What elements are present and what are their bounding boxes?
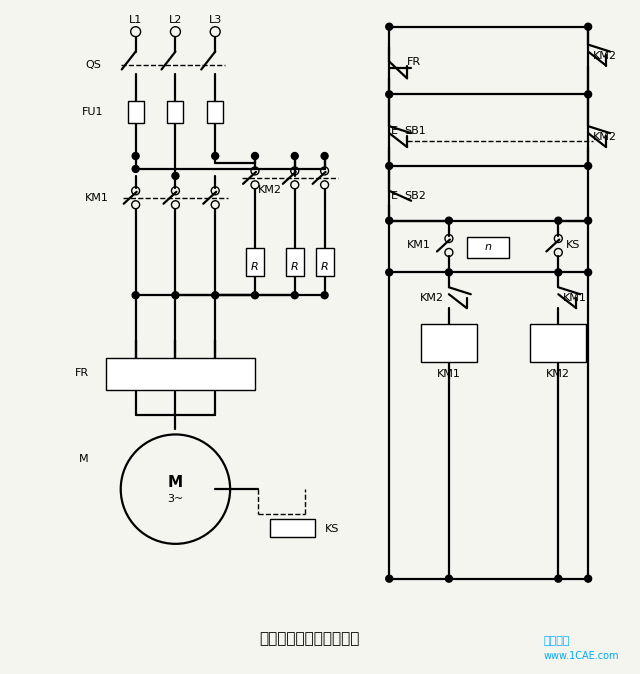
Text: KM2: KM2 xyxy=(593,132,617,142)
Text: KS: KS xyxy=(566,239,580,249)
Text: KM1: KM1 xyxy=(407,239,431,249)
Text: KM1: KM1 xyxy=(437,369,461,379)
Bar xyxy=(168,101,184,123)
Circle shape xyxy=(445,269,452,276)
Circle shape xyxy=(212,152,219,160)
Text: FR: FR xyxy=(407,57,421,67)
Circle shape xyxy=(585,575,591,582)
Circle shape xyxy=(585,162,591,169)
Circle shape xyxy=(445,217,452,224)
Text: 单向反接制动的控制线路: 单向反接制动的控制线路 xyxy=(259,631,360,646)
Text: 3~: 3~ xyxy=(167,494,184,504)
Circle shape xyxy=(445,575,452,582)
Circle shape xyxy=(252,152,259,160)
Circle shape xyxy=(555,575,562,582)
Text: M: M xyxy=(79,454,89,464)
Text: FU1: FU1 xyxy=(83,107,104,117)
Circle shape xyxy=(321,152,328,160)
Text: KM1: KM1 xyxy=(85,193,109,203)
Circle shape xyxy=(291,292,298,299)
Text: L3: L3 xyxy=(209,15,222,25)
Text: KM2: KM2 xyxy=(420,293,444,303)
Circle shape xyxy=(172,292,179,299)
Circle shape xyxy=(321,292,328,299)
Text: L2: L2 xyxy=(169,15,182,25)
Bar xyxy=(316,249,333,276)
Circle shape xyxy=(386,575,393,582)
Bar xyxy=(286,249,304,276)
Bar xyxy=(421,324,477,362)
Text: M: M xyxy=(168,474,183,490)
Text: www.1CAE.com: www.1CAE.com xyxy=(543,651,619,661)
Circle shape xyxy=(585,91,591,98)
Text: n: n xyxy=(484,243,491,253)
Bar xyxy=(467,237,509,258)
Circle shape xyxy=(132,165,139,173)
Circle shape xyxy=(386,217,393,224)
Circle shape xyxy=(386,23,393,30)
Text: FR: FR xyxy=(75,368,89,378)
Circle shape xyxy=(132,152,139,160)
Bar xyxy=(128,101,143,123)
Text: L1: L1 xyxy=(129,15,142,25)
Bar xyxy=(246,249,264,276)
Circle shape xyxy=(252,292,259,299)
Circle shape xyxy=(386,162,393,169)
Circle shape xyxy=(585,269,591,276)
Text: KS: KS xyxy=(324,524,339,534)
Circle shape xyxy=(212,292,219,299)
Text: KM2: KM2 xyxy=(593,51,617,61)
Bar xyxy=(270,519,315,537)
Circle shape xyxy=(291,152,298,160)
Circle shape xyxy=(555,217,562,224)
Circle shape xyxy=(386,91,393,98)
Bar xyxy=(207,101,223,123)
Text: SB1: SB1 xyxy=(404,126,426,136)
Bar xyxy=(106,358,255,390)
Circle shape xyxy=(172,173,179,179)
Text: KM2: KM2 xyxy=(258,185,282,195)
Text: KM2: KM2 xyxy=(547,369,570,379)
Circle shape xyxy=(555,269,562,276)
Circle shape xyxy=(132,292,139,299)
Text: E: E xyxy=(391,191,398,201)
Text: R: R xyxy=(251,262,259,272)
Text: KM1: KM1 xyxy=(563,293,587,303)
Text: SB2: SB2 xyxy=(404,191,426,201)
Bar xyxy=(531,324,586,362)
Text: R: R xyxy=(291,262,299,272)
Circle shape xyxy=(585,217,591,224)
Circle shape xyxy=(585,23,591,30)
Text: R: R xyxy=(321,262,328,272)
Circle shape xyxy=(386,269,393,276)
Text: QS: QS xyxy=(85,59,101,69)
Text: 仿真在线: 仿真在线 xyxy=(543,636,570,646)
Text: E: E xyxy=(391,126,398,136)
